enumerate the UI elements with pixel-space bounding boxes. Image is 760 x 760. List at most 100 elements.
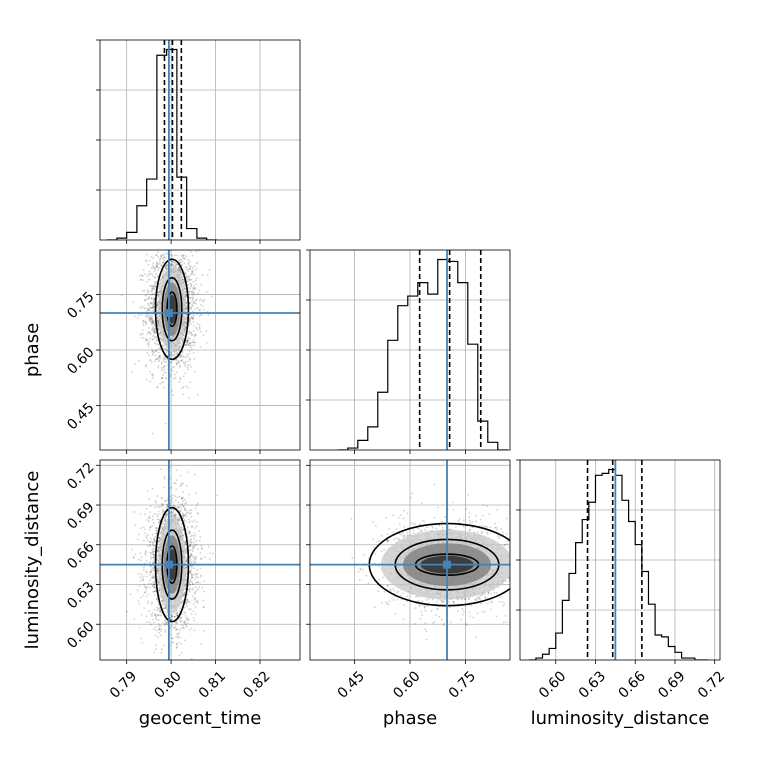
sample-point xyxy=(157,582,160,585)
sample-point xyxy=(148,331,151,334)
sample-point xyxy=(190,542,193,545)
sample-point xyxy=(174,237,176,239)
sample-point xyxy=(150,320,153,323)
sample-point xyxy=(188,260,191,263)
sample-point xyxy=(160,257,163,260)
sample-point xyxy=(156,558,159,561)
sample-point xyxy=(147,534,150,537)
sample-point xyxy=(160,362,163,365)
sample-point xyxy=(194,586,197,588)
sample-point xyxy=(140,332,143,335)
sample-point xyxy=(166,263,169,266)
sample-point xyxy=(157,227,159,229)
sample-point xyxy=(141,274,144,277)
sample-point xyxy=(160,523,163,526)
sample-point xyxy=(146,585,148,588)
sample-point xyxy=(196,322,199,325)
sample-point xyxy=(153,306,155,309)
sample-point xyxy=(179,474,182,477)
sample-point xyxy=(398,523,401,526)
sample-point xyxy=(501,601,504,603)
sample-point xyxy=(191,588,194,591)
sample-point xyxy=(153,283,156,285)
sample-point xyxy=(147,290,150,293)
sample-point xyxy=(151,548,154,551)
sample-point xyxy=(166,611,169,614)
sample-point xyxy=(159,280,162,283)
sample-point xyxy=(153,298,156,300)
sample-point xyxy=(156,304,158,307)
sample-point xyxy=(173,354,176,356)
sample-point xyxy=(165,513,168,516)
sample-point xyxy=(176,613,179,615)
sample-point xyxy=(173,365,175,368)
sample-point xyxy=(153,554,156,556)
sample-point xyxy=(172,501,175,504)
sample-point xyxy=(189,346,192,349)
sample-point xyxy=(170,353,173,356)
sample-point xyxy=(154,336,157,339)
sample-point xyxy=(180,273,183,276)
sample-point xyxy=(190,348,193,351)
sample-point xyxy=(159,354,161,357)
sample-point xyxy=(402,517,405,520)
sample-point xyxy=(177,641,180,644)
sample-point xyxy=(180,602,183,605)
sample-point xyxy=(171,637,174,640)
sample-point xyxy=(178,266,180,269)
sample-point xyxy=(186,353,189,356)
sample-point xyxy=(187,588,190,591)
sample-point xyxy=(151,288,154,291)
sample-point xyxy=(163,258,166,261)
sample-point xyxy=(155,529,158,532)
sample-point xyxy=(191,341,194,344)
sample-point xyxy=(147,343,150,346)
sample-point xyxy=(188,590,191,593)
sample-point xyxy=(139,552,142,554)
sample-point xyxy=(176,633,179,636)
sample-point xyxy=(188,297,191,300)
sample-point xyxy=(180,258,182,261)
sample-point xyxy=(184,331,187,334)
sample-point xyxy=(414,523,417,525)
sample-point xyxy=(180,387,183,390)
sample-point xyxy=(502,533,505,536)
sample-point xyxy=(183,257,186,260)
sample-point xyxy=(160,264,163,267)
sample-point xyxy=(175,362,178,365)
sample-point xyxy=(171,389,173,392)
sample-point xyxy=(190,331,193,334)
sample-point xyxy=(193,370,196,373)
sample-point xyxy=(199,552,202,554)
sample-point xyxy=(165,514,168,516)
sample-point xyxy=(159,337,161,339)
sample-point xyxy=(143,585,146,588)
sample-point xyxy=(216,494,218,497)
sample-point xyxy=(145,560,148,562)
sample-point xyxy=(418,527,420,530)
sample-point xyxy=(175,622,178,624)
sample-point xyxy=(153,323,156,326)
sample-point xyxy=(176,628,179,631)
sample-point xyxy=(174,621,177,624)
sample-point xyxy=(178,609,181,612)
sample-point xyxy=(153,556,155,558)
sample-point xyxy=(188,530,190,533)
sample-point xyxy=(195,298,198,301)
sample-point xyxy=(139,527,142,530)
sample-point xyxy=(181,337,184,340)
sample-point xyxy=(145,507,148,510)
sample-point xyxy=(166,506,169,508)
sample-point xyxy=(193,532,196,535)
sample-point xyxy=(156,302,158,305)
sample-point xyxy=(189,520,192,523)
sample-point xyxy=(189,584,191,586)
sample-point xyxy=(181,497,184,500)
sample-point xyxy=(192,280,195,283)
sample-point xyxy=(395,537,397,540)
sample-point xyxy=(152,354,155,356)
sample-point xyxy=(145,537,148,539)
sample-point xyxy=(154,267,156,269)
sample-point xyxy=(153,590,156,593)
sample-point xyxy=(158,260,161,263)
